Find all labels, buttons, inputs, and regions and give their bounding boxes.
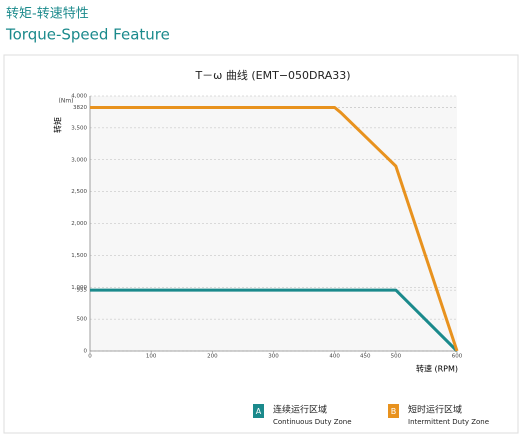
x-axis-label: 转速 (RPM) — [416, 364, 458, 374]
x-tick-label: 100 — [146, 354, 157, 360]
y-tick-label: 2,000 — [71, 221, 87, 227]
y-axis-label: 转矩 — [53, 117, 63, 133]
series-line — [90, 105, 459, 352]
y-axis-unit: (Nm) — [58, 98, 73, 105]
legend-badge — [388, 404, 399, 418]
header-subtitle: Torque-Speed Feature — [5, 26, 170, 44]
plot-area — [90, 96, 457, 351]
header-title: 转矩-转速特性 — [6, 7, 89, 22]
legend-label-en: Continuous Duty Zone — [273, 418, 352, 426]
x-tick-label: 600 — [452, 354, 463, 360]
y-tick-label: 1,000 — [71, 285, 87, 291]
legend-label: 连续运行区域 — [273, 404, 327, 416]
y-tick-label: 3,500 — [71, 125, 87, 131]
y-tick-label: 3820 — [73, 105, 87, 111]
legend-badge-letter: B — [391, 407, 397, 416]
legend-label-en: Intermittent Duty Zone — [408, 418, 489, 426]
legend-label: 短时运行区域 — [408, 404, 462, 416]
x-tick-label: 300 — [268, 354, 279, 360]
chart-frame — [3, 54, 519, 434]
x-tick-label: 0 — [88, 354, 92, 360]
y-tick-label: 4,000 — [71, 94, 87, 100]
legend-badge-letter: A — [256, 407, 262, 416]
y-tick-label: 3,000 — [71, 157, 87, 163]
chart-title: T－ω 曲线 (EMT−050DRA33) — [194, 68, 350, 82]
x-tick-label: 450 — [360, 354, 371, 360]
y-tick-label: 2,500 — [71, 189, 87, 195]
x-tick-label: 400 — [329, 354, 340, 360]
x-tick-label: 200 — [207, 354, 218, 360]
legend-badge — [253, 404, 264, 418]
y-tick-label: 0 — [84, 349, 88, 355]
y-tick-label: 1,500 — [71, 253, 87, 259]
series-line — [90, 288, 459, 353]
y-tick-label: 955 — [77, 288, 88, 294]
y-tick-label: 500 — [77, 317, 88, 323]
x-tick-label: 500 — [391, 354, 402, 360]
